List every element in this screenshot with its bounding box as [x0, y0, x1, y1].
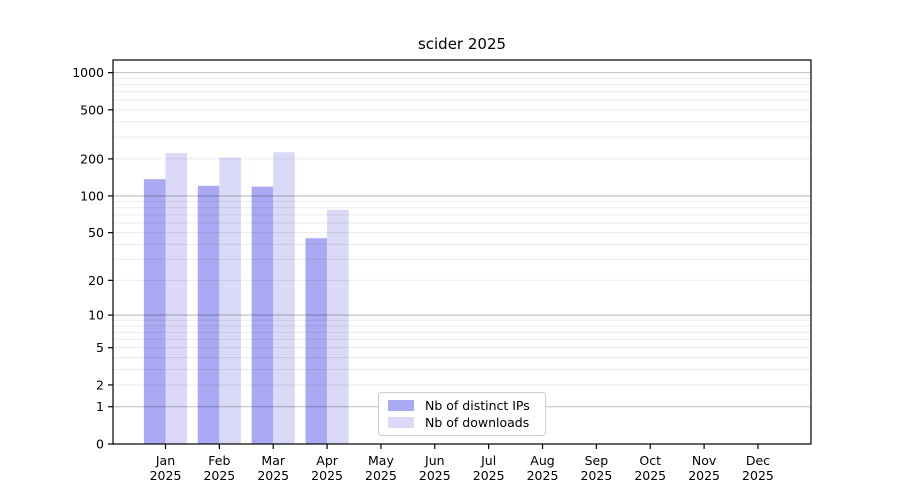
x-tick-label-year: 2025 [150, 468, 182, 483]
x-tick-label-month: Nov [692, 453, 717, 468]
y-tick-label: 20 [88, 273, 104, 288]
legend-label-distinct-ips: Nb of distinct IPs [425, 398, 530, 413]
x-tick-label-year: 2025 [580, 468, 612, 483]
x-tick-label-month: Apr [316, 453, 338, 468]
legend: Nb of distinct IPs Nb of downloads [378, 392, 546, 436]
y-tick-label: 0 [96, 437, 104, 452]
bar-feb-distinct-ips [197, 185, 220, 445]
bar-apr-downloads [327, 209, 349, 444]
x-tick-label-month: Jul [480, 453, 496, 468]
legend-swatch-distinct-ips [388, 400, 414, 411]
y-tick-label: 5 [96, 340, 104, 355]
bar-jan-downloads [165, 153, 188, 444]
x-tick-label-month: Mar [261, 453, 285, 468]
y-tick-label: 1000 [72, 65, 104, 80]
legend-swatch-downloads [388, 417, 414, 428]
x-tick-label-year: 2025 [634, 468, 666, 483]
chart-title: scider 2025 [417, 35, 507, 53]
x-tick-label-year: 2025 [473, 468, 505, 483]
bar-jan-distinct-ips [143, 179, 166, 444]
y-tick-label: 1 [96, 399, 104, 414]
y-tick-label: 2 [96, 377, 104, 392]
legend-item-distinct-ips: Nb of distinct IPs [388, 398, 537, 413]
x-tick-label-year: 2025 [365, 468, 397, 483]
x-tick-label-month: Sep [585, 453, 609, 468]
x-tick-label-month: Oct [639, 453, 661, 468]
x-tick-label-month: Aug [530, 453, 554, 468]
x-tick-label-month: May [368, 453, 394, 468]
x-tick-label-month: Jan [155, 453, 175, 468]
y-tick-label: 10 [88, 308, 104, 323]
legend-item-downloads: Nb of downloads [388, 415, 537, 430]
bar-feb-downloads [219, 157, 241, 444]
plot-frame [112, 59, 812, 445]
bar-apr-distinct-ips [305, 238, 328, 444]
x-tick-label-year: 2025 [527, 468, 559, 483]
y-tick-label: 200 [80, 151, 104, 166]
x-tick-label-year: 2025 [257, 468, 289, 483]
y-tick-label: 100 [80, 188, 104, 203]
x-tick-label-year: 2025 [742, 468, 774, 483]
x-tick-label-month: Jun [424, 453, 445, 468]
x-tick-label-month: Dec [746, 453, 770, 468]
bar-mar-distinct-ips [251, 186, 274, 444]
legend-label-downloads: Nb of downloads [425, 415, 530, 430]
x-tick-label-year: 2025 [203, 468, 235, 483]
x-tick-label-year: 2025 [688, 468, 720, 483]
y-tick-label: 500 [80, 102, 104, 117]
x-tick-label-year: 2025 [419, 468, 451, 483]
y-tick-label: 50 [88, 225, 104, 240]
bar-mar-downloads [273, 152, 295, 444]
x-tick-label-year: 2025 [311, 468, 343, 483]
x-tick-label-month: Feb [208, 453, 230, 468]
